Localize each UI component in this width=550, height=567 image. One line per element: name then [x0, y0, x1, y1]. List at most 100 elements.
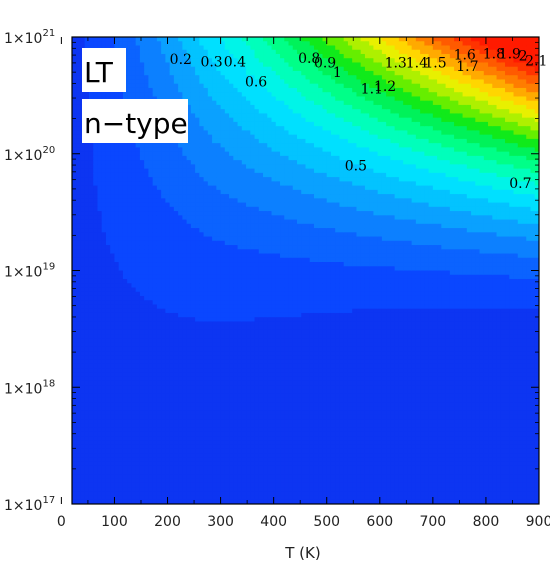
contour-cell	[148, 321, 154, 327]
contour-cell	[237, 457, 243, 463]
contour-cell	[212, 147, 217, 153]
contour-cell	[76, 147, 82, 153]
contour-cell	[190, 346, 196, 352]
contour-cell	[127, 147, 133, 153]
contour-cell	[246, 329, 251, 335]
contour-cell	[173, 325, 179, 331]
contour-cell	[101, 499, 107, 504]
contour-cell	[169, 66, 175, 72]
contour-cell	[165, 164, 171, 170]
contour-cell	[173, 355, 179, 361]
contour-cell	[258, 325, 264, 331]
contour-cell	[216, 346, 222, 352]
contour-cell	[165, 53, 171, 59]
contour-cell	[254, 100, 260, 106]
contour-cell	[178, 283, 183, 289]
contour-cell	[203, 495, 209, 501]
contour-cell	[254, 104, 260, 110]
contour-cell	[195, 312, 200, 318]
contour-cell	[165, 389, 171, 395]
contour-cell	[220, 262, 226, 267]
contour-cell	[118, 423, 124, 429]
contour-cell	[216, 457, 222, 463]
contour-cell	[195, 372, 200, 378]
contour-cell	[148, 474, 154, 480]
contour-cell	[72, 342, 77, 348]
contour-cell	[114, 321, 120, 327]
contour-cell	[152, 79, 158, 85]
contour-cell	[169, 389, 175, 395]
contour-cell	[110, 491, 116, 497]
contour-cell	[122, 308, 128, 314]
contour-cell	[144, 143, 150, 148]
contour-cell	[105, 321, 111, 327]
contour-cell	[250, 206, 256, 212]
contour-cell	[246, 155, 251, 161]
contour-cell	[224, 380, 230, 386]
contour-cell	[97, 317, 103, 323]
contour-cell	[110, 266, 116, 272]
contour-cell	[135, 155, 141, 161]
contour-cell	[161, 168, 166, 174]
contour-cell	[224, 168, 230, 174]
contour-cell	[250, 457, 256, 463]
contour-cell	[190, 359, 196, 365]
contour-cell	[93, 245, 99, 250]
contour-cell	[127, 346, 133, 352]
contour-cell	[237, 482, 243, 488]
contour-cell	[220, 143, 226, 148]
contour-cell	[229, 334, 234, 340]
contour-cell	[169, 380, 175, 386]
contour-cell	[229, 266, 234, 272]
contour-cell	[186, 177, 192, 182]
contour-cell	[148, 189, 154, 195]
contour-cell	[241, 198, 247, 204]
contour-cell	[224, 478, 230, 484]
contour-cell	[84, 266, 90, 272]
contour-cell	[246, 491, 251, 497]
contour-cell	[207, 410, 213, 416]
contour-cell	[80, 155, 86, 161]
contour-cell	[127, 465, 133, 471]
contour-cell	[212, 92, 217, 98]
contour-cell	[190, 134, 196, 140]
contour-cell	[76, 206, 82, 212]
contour-cell	[237, 49, 243, 55]
contour-cell	[216, 160, 222, 165]
contour-cell	[152, 58, 158, 64]
contour-cell	[135, 482, 141, 488]
contour-cell	[216, 79, 222, 85]
contour-cell	[207, 278, 213, 284]
contour-cell	[105, 414, 111, 420]
contour-cell	[76, 83, 82, 89]
contour-cell	[178, 181, 183, 187]
contour-cell	[186, 329, 192, 335]
contour-cell	[258, 436, 264, 441]
contour-cell	[156, 423, 162, 429]
contour-cell	[161, 79, 166, 85]
contour-cell	[139, 245, 145, 250]
contour-cell	[161, 304, 166, 310]
contour-cell	[203, 278, 209, 284]
contour-cell	[250, 177, 256, 182]
contour-cell	[118, 232, 124, 238]
contour-cell	[80, 45, 86, 51]
contour-cell	[233, 478, 239, 484]
contour-cell	[216, 359, 222, 365]
contour-cell	[195, 185, 200, 191]
contour-cell	[241, 372, 247, 378]
contour-cell	[161, 202, 166, 208]
contour-cell	[220, 79, 226, 85]
contour-cell	[72, 236, 77, 242]
contour-cell	[105, 291, 111, 297]
contour-cell	[135, 45, 141, 51]
contour-cell	[161, 355, 166, 361]
contour-cell	[131, 351, 137, 357]
contour-cell	[144, 257, 150, 263]
contour-cell	[131, 346, 137, 352]
contour-cell	[250, 495, 256, 501]
contour-cell	[148, 96, 154, 102]
contour-cell	[216, 431, 222, 437]
contour-cell	[84, 368, 90, 373]
contour-cell	[127, 177, 133, 182]
